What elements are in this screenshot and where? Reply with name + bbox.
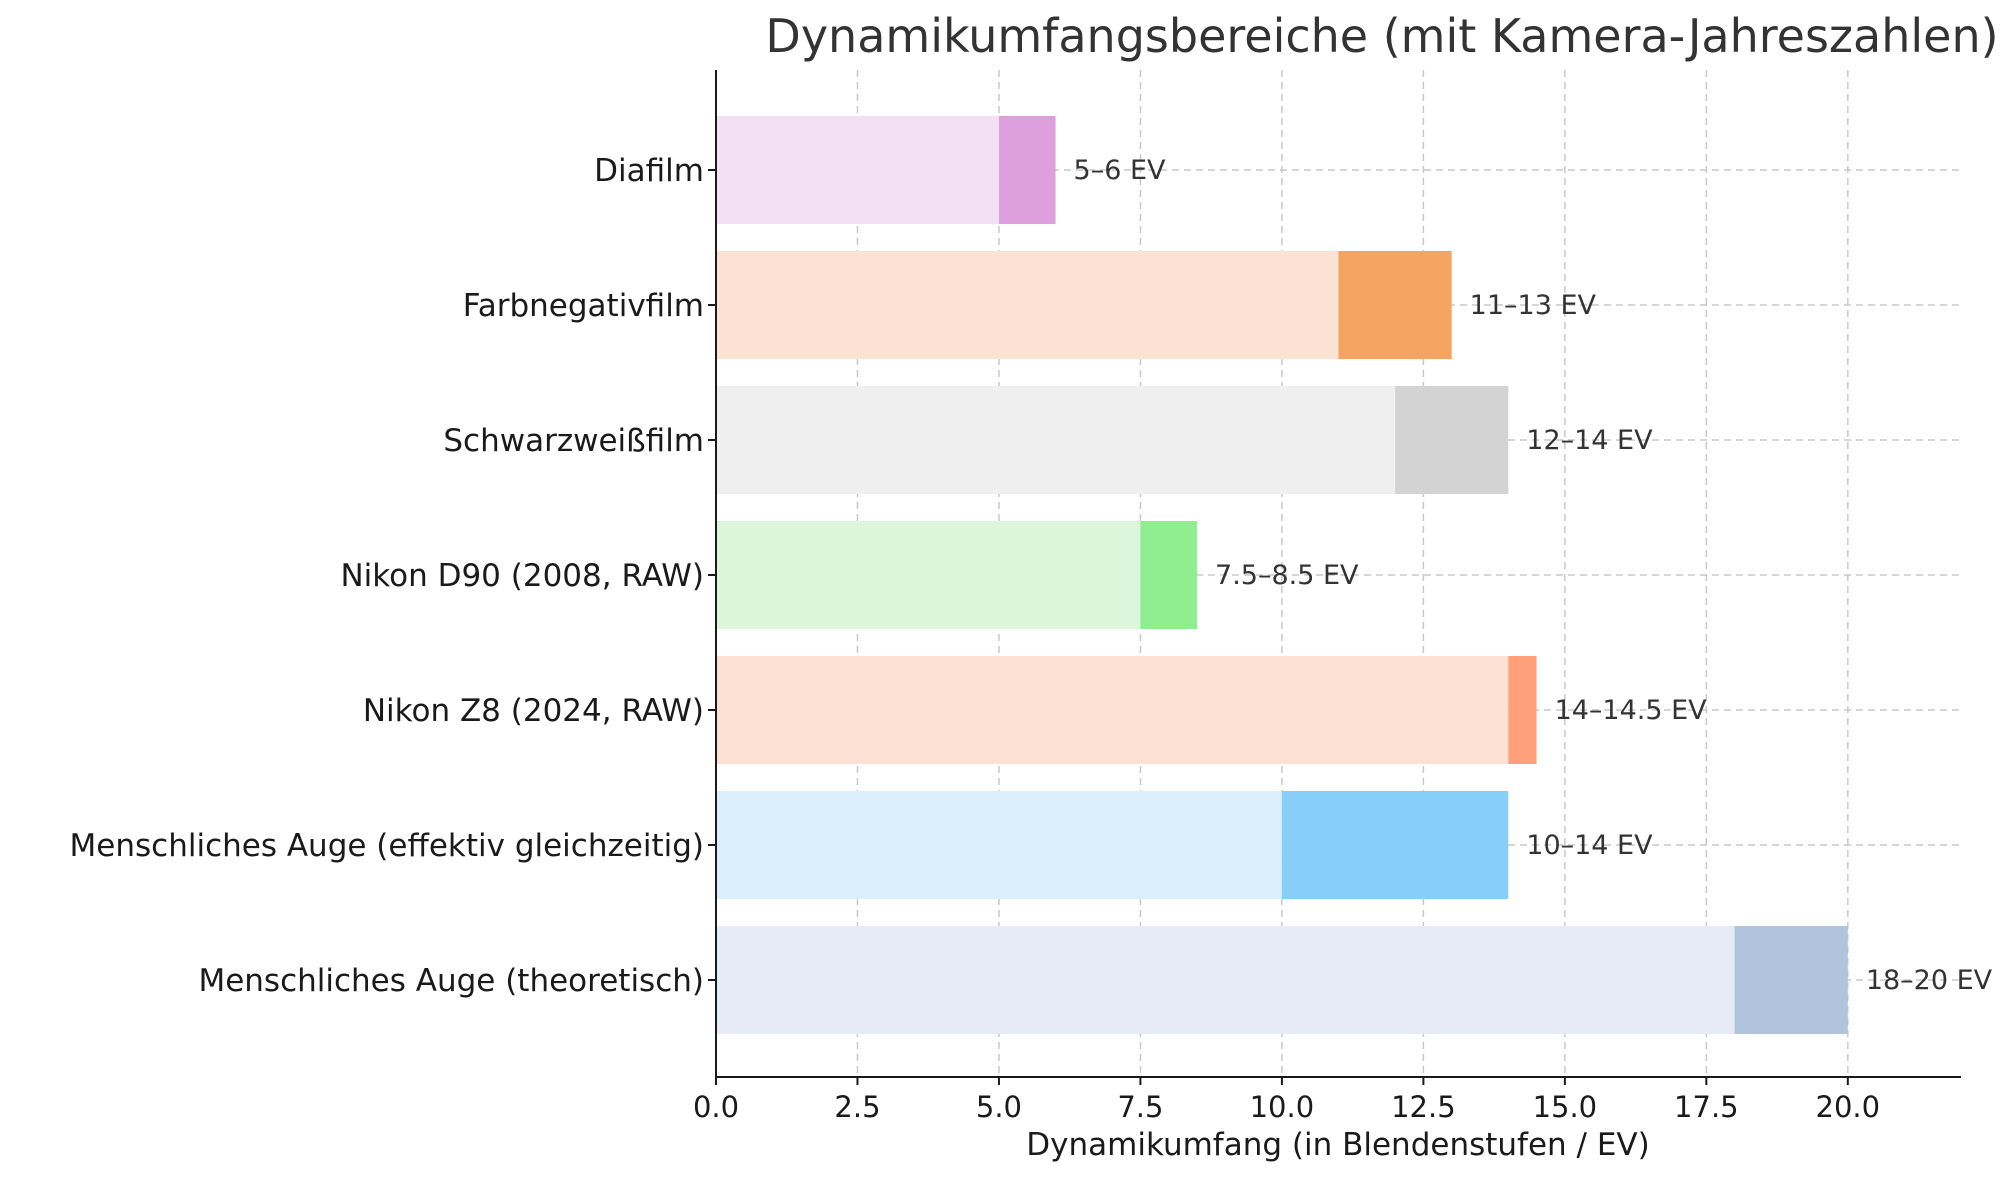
category-label-0: Diafilm (594, 153, 704, 189)
x-tick-label-8: 20.0 (1816, 1090, 1881, 1124)
bar-min-4 (716, 656, 1509, 764)
bar-range-6 (1734, 926, 1848, 1034)
bar-range-1 (1338, 251, 1452, 359)
value-label-2: 12–14 EV (1526, 425, 1653, 456)
x-tick-label-2: 5.0 (976, 1090, 1022, 1124)
bar-min-1 (716, 251, 1339, 359)
bar-range-2 (1395, 386, 1509, 494)
bar-range-4 (1508, 656, 1537, 764)
bar-min-0 (716, 116, 999, 224)
bar-min-3 (716, 521, 1141, 629)
x-tick-label-3: 7.5 (1117, 1090, 1163, 1124)
x-tick-label-0: 0.0 (693, 1090, 739, 1124)
category-label-1: Farbnegativfilm (463, 288, 704, 324)
chart-title: Dynamikumfangsbereiche (mit Kamera-Jahre… (765, 9, 1998, 63)
x-tick-label-5: 12.5 (1391, 1090, 1456, 1124)
value-label-5: 10–14 EV (1526, 830, 1653, 861)
bar-min-6 (716, 926, 1735, 1034)
bar-min-2 (716, 386, 1396, 494)
value-labels: 5–6 EV 11–13 EV 12–14 EV 7.5–8.5 EV 14–14.5 … (1074, 155, 1993, 996)
x-axis-ticks: 0.0 2.5 5.0 7.5 10.0 12.5 15.0 17.5 20.0 (693, 1077, 1880, 1124)
bar-range-0 (998, 116, 1056, 224)
value-label-1: 11–13 EV (1470, 290, 1597, 321)
category-label-6: Menschliches Auge (theoretisch) (198, 963, 704, 999)
value-label-4: 14–14.5 EV (1555, 695, 1708, 726)
bar-range-5 (1281, 791, 1509, 899)
bar-min-5 (716, 791, 1282, 899)
value-label-3: 7.5–8.5 EV (1215, 560, 1359, 591)
category-labels: Diafilm Farbnegativfilm Schwarzweißfilm Nik… (70, 153, 716, 999)
x-tick-label-4: 10.0 (1250, 1090, 1315, 1124)
x-axis-label: Dynamikumfang (in Blendenstufen / EV) (1026, 1127, 1649, 1163)
bars (716, 116, 1848, 1034)
bar-range-3 (1140, 521, 1198, 629)
category-label-3: Nikon D90 (2008, RAW) (340, 558, 704, 594)
x-tick-label-6: 15.0 (1533, 1090, 1598, 1124)
x-tick-label-1: 2.5 (834, 1090, 880, 1124)
category-label-5: Menschliches Auge (effektiv gleichzeitig… (70, 828, 704, 864)
value-label-6: 18–20 EV (1866, 965, 1993, 996)
category-label-4: Nikon Z8 (2024, RAW) (363, 693, 704, 729)
x-tick-label-7: 17.5 (1674, 1090, 1739, 1124)
category-label-2: Schwarzweißfilm (443, 423, 704, 459)
value-label-0: 5–6 EV (1074, 155, 1166, 186)
